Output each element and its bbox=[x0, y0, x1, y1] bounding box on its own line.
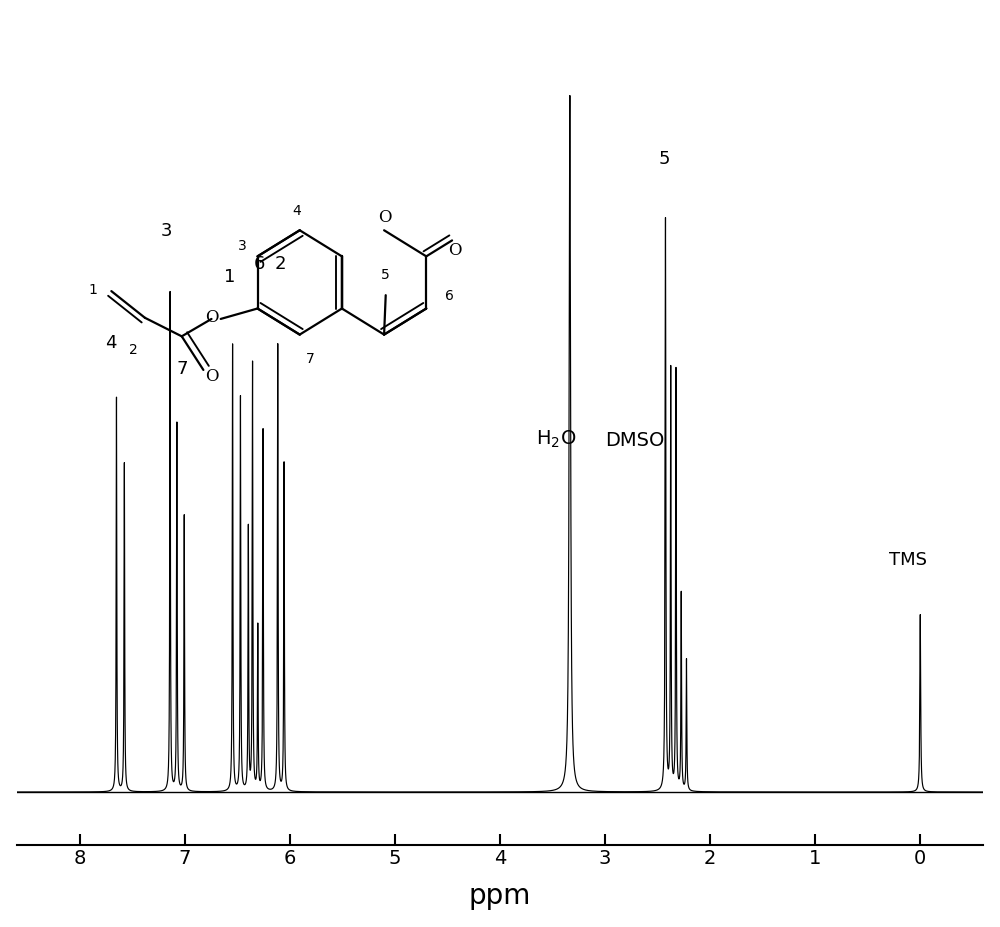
Text: DMSO: DMSO bbox=[605, 431, 664, 451]
Text: 2: 2 bbox=[275, 255, 286, 273]
Text: 5: 5 bbox=[658, 150, 670, 168]
X-axis label: ppm: ppm bbox=[469, 883, 531, 910]
Text: TMS: TMS bbox=[889, 551, 927, 568]
Text: 3: 3 bbox=[161, 222, 172, 240]
Text: 4: 4 bbox=[105, 334, 117, 351]
Text: 6: 6 bbox=[254, 255, 265, 273]
Text: H$_2$O: H$_2$O bbox=[536, 429, 576, 451]
Text: 1: 1 bbox=[224, 268, 236, 286]
Text: 7: 7 bbox=[176, 360, 188, 378]
